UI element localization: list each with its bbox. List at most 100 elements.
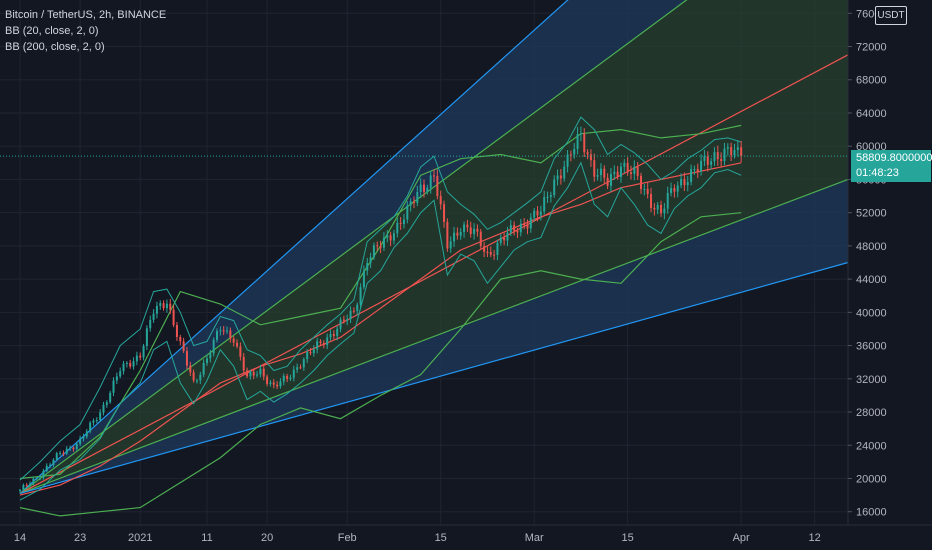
candle-body: [79, 438, 82, 444]
candle-body: [666, 193, 669, 209]
candle-body: [119, 371, 122, 377]
channel-line-inner-upper: [19, 0, 688, 494]
candle-body: [486, 251, 489, 253]
candle-body: [626, 162, 629, 173]
candle-body: [249, 371, 252, 377]
candle-body: [329, 334, 332, 338]
candle-body: [376, 245, 379, 247]
candle-body: [309, 352, 312, 354]
candle-body: [149, 319, 152, 329]
time-tick-label: 20: [261, 532, 273, 544]
legend-symbol[interactable]: Bitcoin / TetherUS, 2h, BINANCE: [5, 9, 167, 21]
candle-body: [216, 331, 219, 340]
candle-body: [169, 303, 172, 310]
time-tick-label: Mar: [525, 532, 544, 544]
candle-body: [55, 453, 58, 460]
candle-body: [633, 166, 636, 174]
candle-body: [493, 254, 496, 256]
candle-body: [613, 171, 616, 174]
candle-body: [676, 185, 679, 192]
currency-button[interactable]: USDT: [875, 6, 907, 25]
candle-body: [616, 171, 619, 177]
candle-body: [523, 223, 526, 226]
candle-body: [226, 330, 229, 332]
candle-body: [543, 197, 546, 212]
candle-body: [606, 177, 609, 186]
candle-body: [82, 436, 85, 439]
price-tick-label: 20000: [856, 473, 887, 485]
candle-body: [499, 237, 502, 243]
candle-body: [423, 184, 425, 192]
time-tick-label: 15: [435, 532, 447, 544]
candle-body: [155, 305, 158, 314]
candle-body: [239, 346, 242, 357]
candle-body: [536, 210, 539, 216]
candle-body: [539, 211, 542, 216]
time-tick-label: 14: [14, 532, 26, 544]
candle-body: [292, 369, 295, 378]
candle-body: [52, 459, 55, 465]
candle-body: [663, 208, 666, 214]
price-tick-label: 36000: [856, 341, 887, 353]
candle-body: [710, 161, 713, 165]
candle-body: [513, 225, 516, 231]
candle-body: [586, 152, 589, 155]
candle-body: [593, 160, 596, 177]
candle-body: [299, 367, 302, 369]
time-axis-ticks[interactable]: 14 23 2021 11 20 Feb 15 Mar 15 Apr 12: [14, 532, 821, 544]
candle-body: [349, 310, 352, 320]
candle-body: [246, 370, 249, 377]
candle-body: [386, 235, 389, 238]
candle-body: [700, 160, 703, 172]
candle-body: [563, 166, 566, 179]
candle-body: [242, 356, 245, 371]
candle-body: [573, 148, 576, 155]
candle-body: [466, 224, 469, 228]
candle-body: [406, 205, 409, 220]
candle-body: [506, 232, 509, 241]
candle-body: [306, 352, 309, 360]
candle-body: [730, 147, 733, 156]
candle-body: [182, 341, 185, 352]
candle-body: [32, 478, 35, 484]
legend-bb-20[interactable]: BB (20, close, 2, 0): [5, 25, 99, 37]
candle-body: [483, 246, 486, 252]
candle-body: [713, 152, 716, 162]
candle-body: [35, 477, 38, 479]
candle-body: [646, 188, 649, 195]
candle-body: [289, 377, 292, 380]
candle-body: [29, 483, 32, 486]
candle-body: [359, 287, 362, 305]
candle-body: [379, 246, 382, 248]
candle-body: [202, 362, 205, 375]
legend-bb-200[interactable]: BB (200, close, 2, 0): [5, 41, 105, 53]
channel-fill-inner: [20, 0, 848, 494]
candle-body: [276, 384, 279, 387]
price-tick-label: 16000: [856, 507, 887, 519]
bb200-lower: [19, 212, 742, 517]
time-tick-label: 15: [622, 532, 634, 544]
candle-body: [456, 232, 459, 236]
candle-body: [533, 210, 536, 218]
candle-body: [496, 242, 499, 255]
candle-body: [89, 422, 92, 432]
price-axis[interactable]: [848, 0, 932, 550]
candle-body: [696, 168, 699, 172]
candle-body: [392, 233, 395, 241]
candle-body: [546, 196, 549, 198]
candle-body: [279, 381, 282, 387]
candle-body: [142, 345, 145, 358]
candle-body: [680, 179, 683, 186]
candle-body: [236, 342, 239, 347]
candle-body: [429, 175, 432, 188]
price-tick-label: 28000: [856, 407, 887, 419]
candle-body: [49, 464, 52, 466]
candle-body: [449, 241, 452, 249]
candle-body: [726, 147, 729, 149]
candle-body: [469, 227, 472, 234]
candle-body: [686, 181, 689, 186]
candle-body: [683, 179, 686, 186]
candle-body: [720, 159, 723, 162]
last-price-value: 58809.80000000: [856, 152, 932, 164]
